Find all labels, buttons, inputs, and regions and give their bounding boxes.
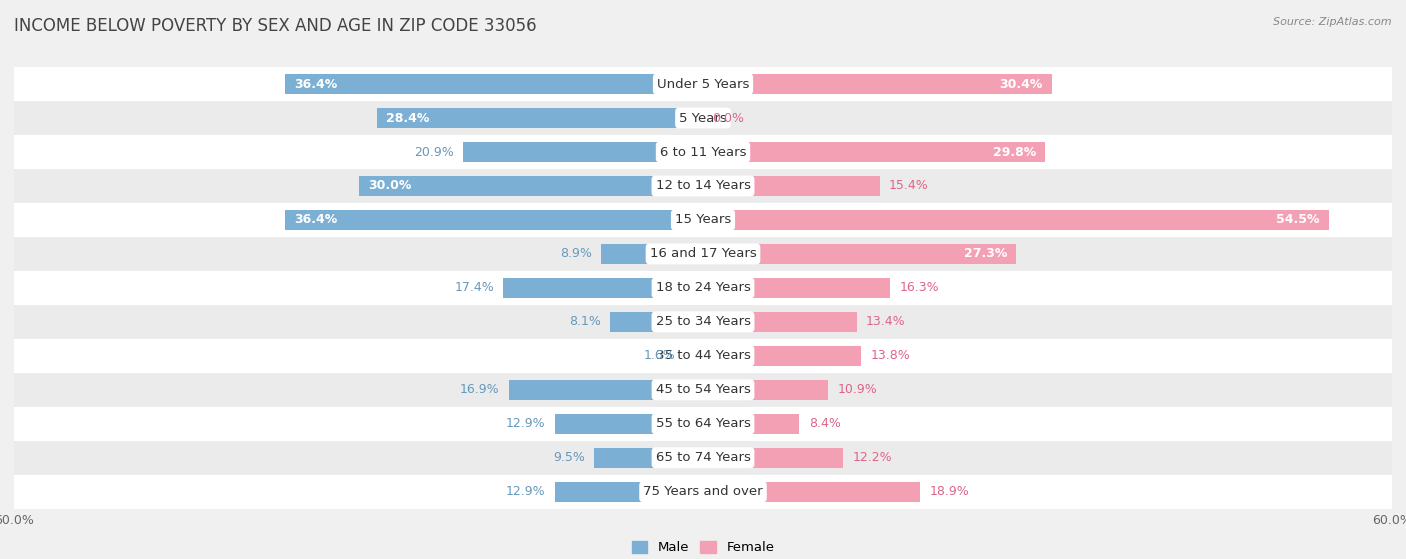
- Text: 15.4%: 15.4%: [889, 179, 929, 192]
- Text: 45 to 54 Years: 45 to 54 Years: [655, 383, 751, 396]
- Text: 36.4%: 36.4%: [294, 78, 337, 91]
- Text: 16 and 17 Years: 16 and 17 Years: [650, 248, 756, 260]
- Bar: [703, 414, 800, 434]
- Bar: [703, 176, 880, 196]
- Text: 12.9%: 12.9%: [506, 485, 546, 498]
- Bar: [703, 278, 890, 298]
- Bar: [14, 135, 1392, 169]
- Text: 29.8%: 29.8%: [993, 145, 1036, 159]
- Bar: [14, 407, 1392, 440]
- Bar: [703, 345, 862, 366]
- Bar: [14, 475, 1392, 509]
- Text: 9.5%: 9.5%: [553, 451, 585, 464]
- Text: 5 Years: 5 Years: [679, 112, 727, 125]
- Text: 13.8%: 13.8%: [870, 349, 911, 362]
- Bar: [703, 448, 844, 468]
- Text: 20.9%: 20.9%: [415, 145, 454, 159]
- Bar: [14, 373, 1392, 407]
- Bar: [703, 142, 1045, 162]
- Bar: [285, 210, 703, 230]
- Bar: [685, 345, 703, 366]
- Bar: [359, 176, 703, 196]
- Text: 0.0%: 0.0%: [713, 112, 744, 125]
- Bar: [14, 237, 1392, 271]
- Text: 10.9%: 10.9%: [838, 383, 877, 396]
- Text: 28.4%: 28.4%: [387, 112, 429, 125]
- Text: 12.9%: 12.9%: [506, 417, 546, 430]
- Text: 30.0%: 30.0%: [368, 179, 411, 192]
- Text: 12 to 14 Years: 12 to 14 Years: [655, 179, 751, 192]
- Bar: [14, 440, 1392, 475]
- Bar: [503, 278, 703, 298]
- Bar: [555, 481, 703, 502]
- Bar: [600, 244, 703, 264]
- Text: Source: ZipAtlas.com: Source: ZipAtlas.com: [1274, 17, 1392, 27]
- Text: 75 Years and over: 75 Years and over: [643, 485, 763, 498]
- Text: 1.6%: 1.6%: [644, 349, 675, 362]
- Bar: [593, 448, 703, 468]
- Bar: [14, 101, 1392, 135]
- Text: 65 to 74 Years: 65 to 74 Years: [655, 451, 751, 464]
- Text: 18.9%: 18.9%: [929, 485, 969, 498]
- Text: 8.1%: 8.1%: [569, 315, 600, 328]
- Text: 35 to 44 Years: 35 to 44 Years: [655, 349, 751, 362]
- Text: 30.4%: 30.4%: [1000, 78, 1043, 91]
- Text: 12.2%: 12.2%: [852, 451, 891, 464]
- Text: Under 5 Years: Under 5 Years: [657, 78, 749, 91]
- Text: 54.5%: 54.5%: [1277, 214, 1320, 226]
- Bar: [703, 380, 828, 400]
- Bar: [14, 169, 1392, 203]
- Text: 17.4%: 17.4%: [454, 281, 494, 295]
- Bar: [14, 271, 1392, 305]
- Bar: [703, 481, 920, 502]
- Bar: [703, 210, 1329, 230]
- Text: 18 to 24 Years: 18 to 24 Years: [655, 281, 751, 295]
- Text: 27.3%: 27.3%: [965, 248, 1007, 260]
- Text: 8.4%: 8.4%: [808, 417, 841, 430]
- Bar: [14, 203, 1392, 237]
- Bar: [703, 312, 856, 332]
- Bar: [14, 305, 1392, 339]
- Bar: [509, 380, 703, 400]
- Text: 8.9%: 8.9%: [560, 248, 592, 260]
- Text: 16.3%: 16.3%: [900, 281, 939, 295]
- Text: 15 Years: 15 Years: [675, 214, 731, 226]
- Legend: Male, Female: Male, Female: [626, 536, 780, 559]
- Bar: [377, 108, 703, 128]
- Bar: [703, 244, 1017, 264]
- Bar: [285, 74, 703, 94]
- Bar: [610, 312, 703, 332]
- Bar: [703, 74, 1052, 94]
- Bar: [14, 67, 1392, 101]
- Bar: [463, 142, 703, 162]
- Text: 25 to 34 Years: 25 to 34 Years: [655, 315, 751, 328]
- Bar: [14, 339, 1392, 373]
- Text: INCOME BELOW POVERTY BY SEX AND AGE IN ZIP CODE 33056: INCOME BELOW POVERTY BY SEX AND AGE IN Z…: [14, 17, 537, 35]
- Bar: [555, 414, 703, 434]
- Text: 36.4%: 36.4%: [294, 214, 337, 226]
- Text: 16.9%: 16.9%: [460, 383, 499, 396]
- Text: 13.4%: 13.4%: [866, 315, 905, 328]
- Text: 55 to 64 Years: 55 to 64 Years: [655, 417, 751, 430]
- Text: 6 to 11 Years: 6 to 11 Years: [659, 145, 747, 159]
